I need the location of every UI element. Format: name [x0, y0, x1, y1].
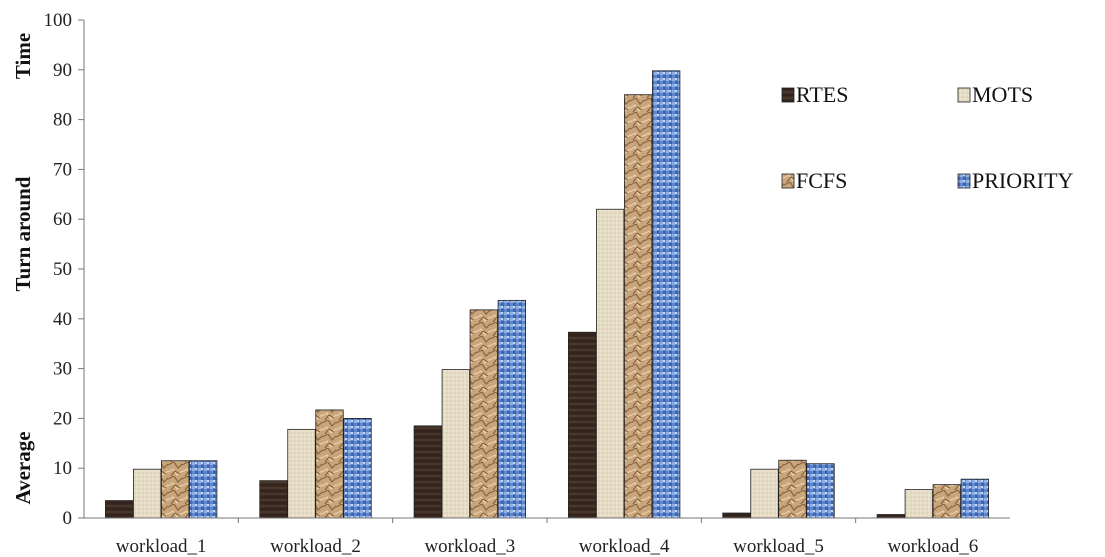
bar-fcfs-workload_2: [315, 409, 344, 519]
bar-mots-workload_6: [904, 489, 933, 519]
bar-mots-workload_2: [287, 428, 316, 519]
x-tick-label: workload_3: [424, 536, 515, 557]
y-axis-label-time: Time: [11, 33, 35, 79]
bar-priority-workload_5: [806, 463, 835, 519]
legend-swatch-priority: [957, 173, 971, 189]
bar-mots-workload_4: [596, 208, 625, 519]
bar-rtes-workload_4: [568, 331, 597, 519]
bar-priority-workload_3: [497, 299, 526, 519]
bar-rtes-workload_6: [876, 514, 905, 519]
x-axis-ticks: workload_1 workload_2 workload_3 workload_4…: [116, 518, 978, 557]
x-tick-label: workload_4: [579, 536, 670, 557]
bar-fcfs-workload_3: [469, 309, 498, 519]
bar-priority-workload_2: [343, 417, 372, 519]
y-tick-label: 80: [53, 110, 72, 131]
y-axis-label-turn-around: Turn around: [11, 176, 35, 291]
bars: [105, 70, 989, 519]
y-tick-label: 50: [53, 259, 72, 280]
y-tick-label: 0: [63, 508, 73, 529]
bar-priority-workload_4: [652, 70, 681, 519]
y-tick-label: 60: [53, 209, 72, 230]
legend-label-rtes: RTES: [796, 82, 848, 107]
bar-mots-workload_1: [133, 468, 162, 519]
bar-fcfs-workload_5: [778, 459, 807, 519]
y-tick-label: 10: [53, 458, 72, 479]
bar-rtes-workload_2: [259, 480, 288, 519]
y-tick-label: 40: [53, 309, 72, 330]
x-tick-label: workload_6: [887, 536, 978, 557]
y-tick-label: 90: [53, 60, 72, 81]
legend-swatch-fcfs: [781, 173, 795, 189]
axes: [83, 20, 1010, 519]
bar-fcfs-workload_4: [624, 94, 653, 519]
bar-priority-workload_1: [189, 460, 218, 519]
x-tick-label: workload_5: [733, 536, 824, 557]
y-axis-label-average: Average: [11, 431, 35, 504]
bar-fcfs-workload_6: [932, 484, 961, 519]
bar-priority-workload_6: [960, 478, 989, 519]
bar-rtes-workload_5: [722, 512, 751, 519]
legend-label-mots: MOTS: [972, 82, 1033, 107]
y-tick-label: 20: [53, 408, 72, 429]
bar-fcfs-workload_1: [161, 460, 190, 519]
y-tick-label: 100: [44, 10, 73, 31]
bar-mots-workload_5: [750, 468, 779, 519]
legend-label-priority: PRIORITY: [972, 168, 1074, 193]
bar-mots-workload_3: [441, 369, 470, 519]
y-axis-label: Average Turn around Time: [11, 33, 35, 505]
bar-rtes-workload_1: [105, 500, 134, 519]
y-axis-ticks: 0 10 20 30 40 50 60 70 80 90 100: [44, 10, 84, 529]
x-tick-label: workload_1: [116, 536, 207, 557]
legend-swatch-rtes: [781, 87, 795, 103]
x-tick-label: workload_2: [270, 536, 361, 557]
legend-swatch-mots: [957, 87, 971, 103]
bar-rtes-workload_3: [413, 425, 442, 519]
legend: RTES MOTS FCFS PRIORITY: [781, 82, 1074, 193]
y-tick-label: 70: [53, 159, 72, 180]
legend-label-fcfs: FCFS: [796, 168, 847, 193]
y-tick-label: 30: [53, 359, 72, 380]
